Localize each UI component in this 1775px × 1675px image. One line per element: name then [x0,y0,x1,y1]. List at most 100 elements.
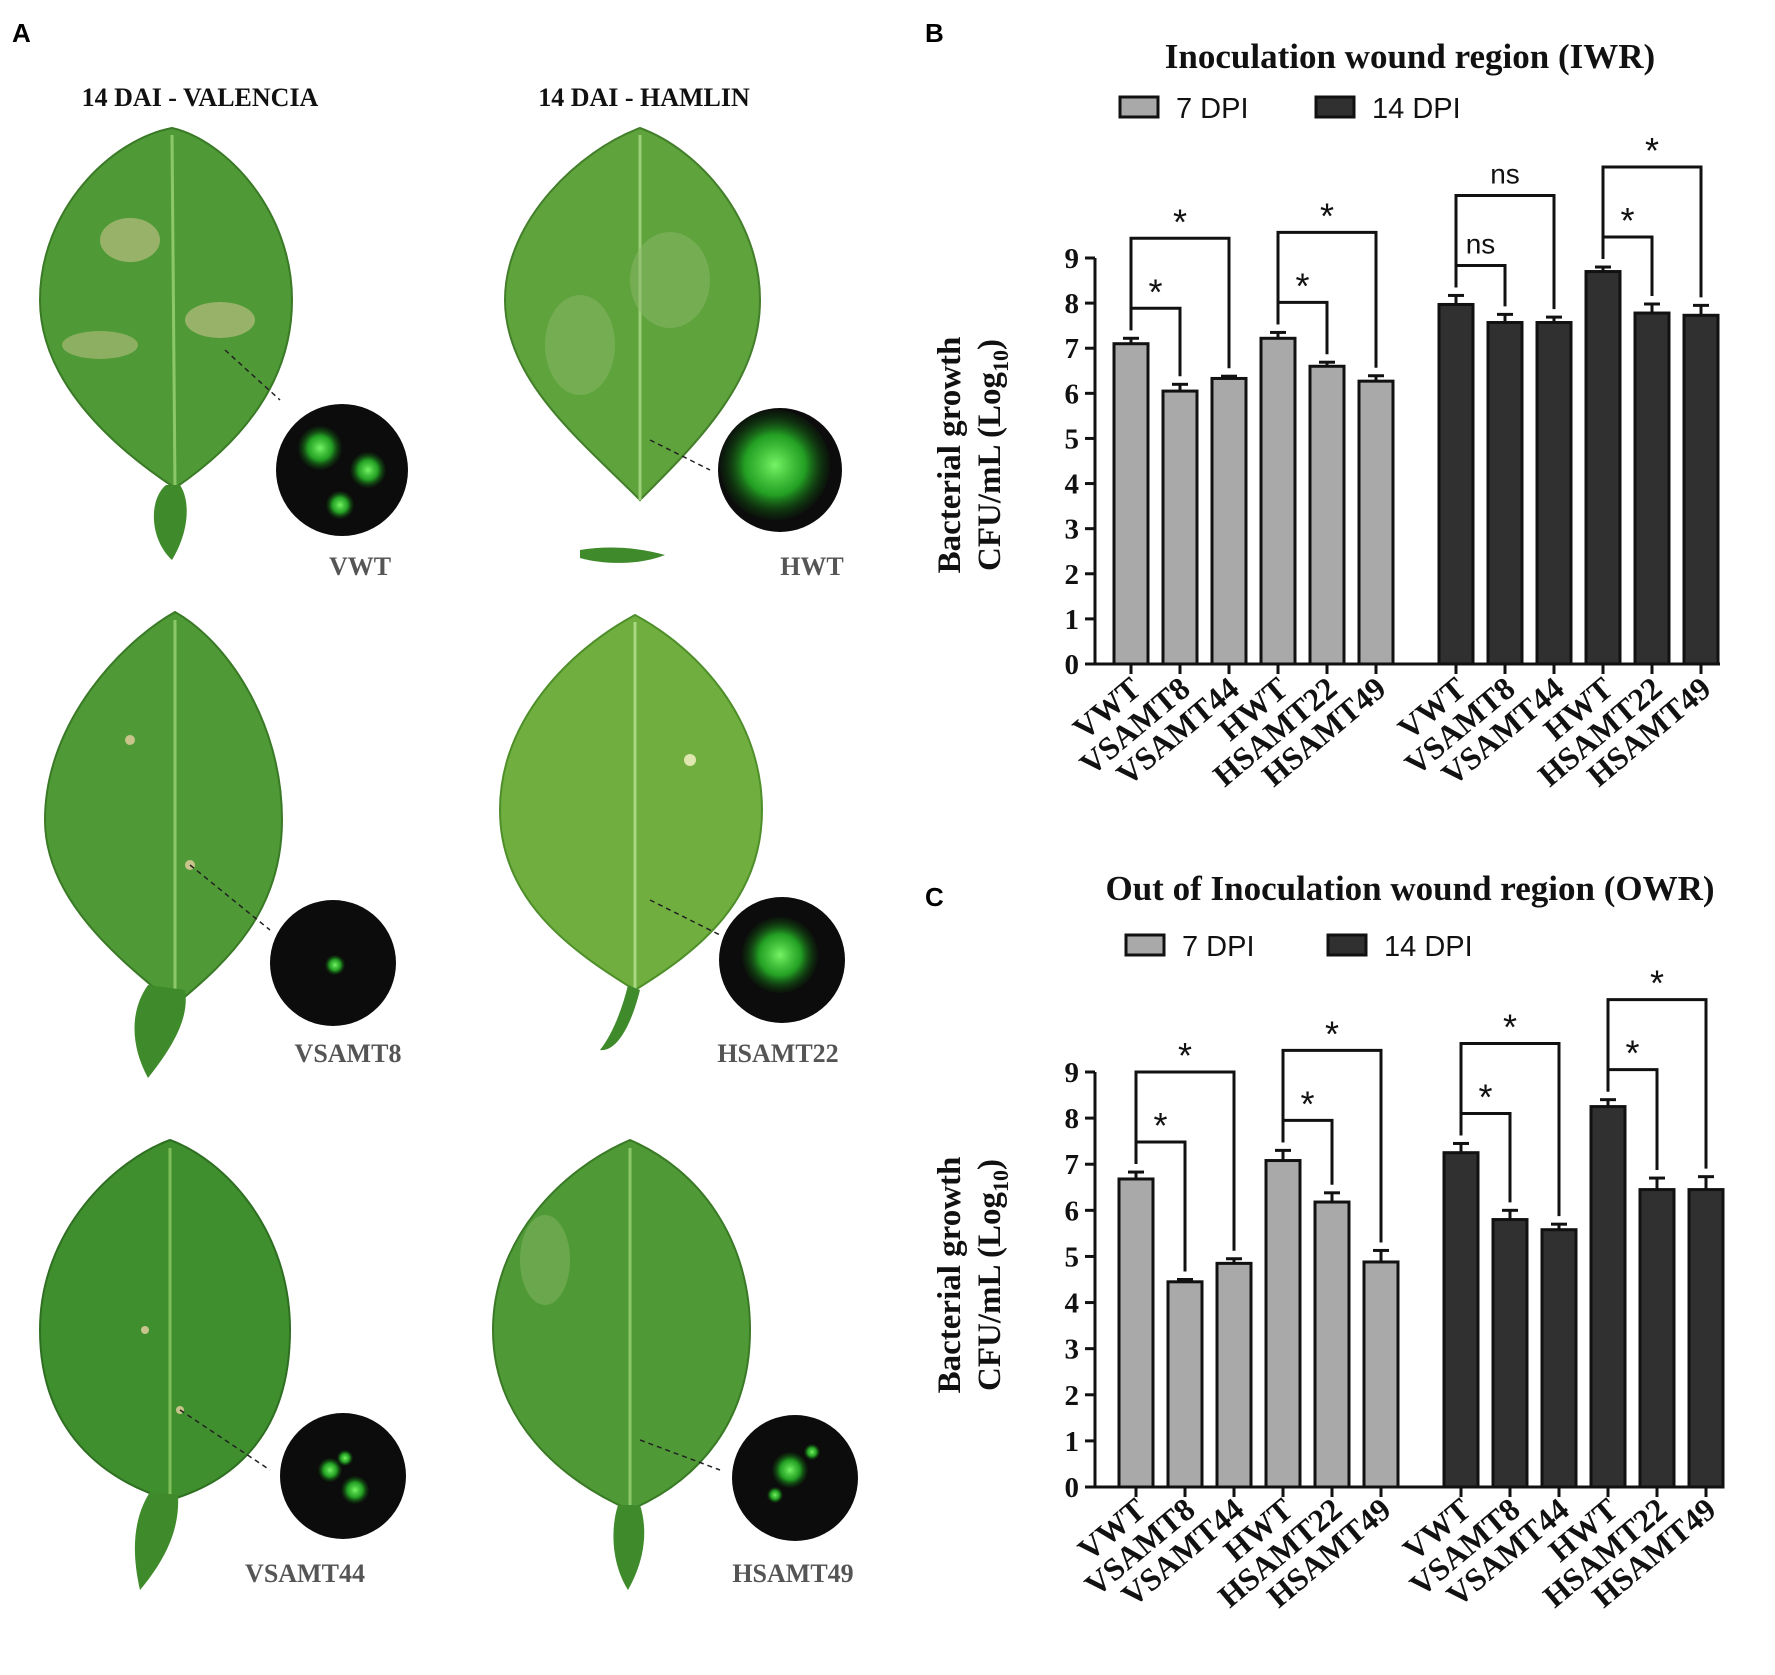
leaf-hsamt49-lesion [520,1215,570,1305]
leaf-hsamt49-label: HSAMT49 [732,1559,853,1588]
leaf-hsamt22-stalk [600,985,640,1051]
chart-title: Out of Inoculation wound region (OWR) [1105,869,1714,908]
bar-vsamt44-7dpi [1215,1261,1253,1489]
y-tick-label: 3 [1065,514,1080,546]
y-axis-label-line1: Bacterial growth [932,1157,968,1394]
leaf-hwt-stalk [580,547,665,563]
y-axis-label-close: ) [972,1159,1008,1170]
leaf-hwt-lesion [545,295,615,395]
y-axis-label-subscript: 10 [988,1170,1013,1192]
leaf-hsamt49: HSAMT49 [491,1138,858,1590]
leaf-vsamt44-blade [38,1138,292,1502]
legend-label: 7 DPI [1182,931,1255,963]
leaf-vsamt8: VSAMT8 [43,610,401,1078]
y-tick-label: 0 [1065,1472,1080,1504]
significance-label: * [1625,1033,1639,1074]
leaf-vsamt44-inset-gfp [337,1450,353,1466]
bar-hwt-14dpi [1584,270,1622,666]
bar-hsamt22-14dpi [1638,1188,1676,1489]
significance-bracket [1459,1041,1561,1217]
leaf-vwt-inset-gfp [326,491,354,519]
leaf-hwt: HWT [503,126,844,581]
y-tick-label: 7 [1065,1149,1080,1181]
y-tick-label: 9 [1065,243,1080,275]
y-tick-label: 5 [1065,1241,1080,1273]
leaf-vwt-inset-gfp [298,426,342,470]
legend-label: 14 DPI [1372,93,1461,125]
leaf-hwt-label: HWT [780,552,844,581]
significance-bracket [1606,998,1708,1169]
panel-a: A 14 DAI - VALENCIA 14 DAI - HAMLIN VWT [12,18,858,1590]
significance-label: * [1173,201,1187,242]
leaf-vsamt44-stalk [134,1492,179,1590]
leaf-vsamt44-spot [141,1326,149,1334]
panel-a-letter: A [12,18,31,48]
col-title-hamlin: 14 DAI - HAMLIN [538,83,750,112]
y-tick-label: 5 [1065,423,1080,455]
leaf-vwt: VWT [38,126,408,581]
significance-bracket [1276,230,1378,368]
y-axis-label-subscript: 10 [988,350,1013,372]
leaf-vsamt8-stalk [134,985,186,1078]
leaf-vwt-lesion [100,218,160,262]
leaf-vwt-blade [38,126,294,490]
y-axis-label-line2: CFU/mL (Log [972,372,1008,571]
bar-hsamt22-7dpi [1308,364,1346,666]
y-tick-label: 1 [1065,604,1080,636]
significance-label: * [1178,1035,1192,1076]
bar-vsamt44-14dpi [1535,321,1573,666]
panel-letter: B [925,18,944,48]
leaf-vsamt8-inset-gfp [325,955,345,975]
leaf-hwt-inset-gfp [720,410,830,520]
legend-swatch-7dpi [1118,95,1160,119]
leaf-vsamt8-pointer [189,864,271,931]
leaf-hwt-blade [503,126,762,502]
bar-hsamt49-7dpi [1357,379,1395,666]
significance-label: ns [1466,228,1496,259]
bar-hwt-7dpi [1259,336,1297,666]
leaf-hsamt49-inset-gfp [804,1444,820,1460]
y-tick-label: 0 [1065,649,1080,681]
leaf-hwt-pointer [649,439,711,471]
y-axis-label: Bacterial growth CFU/mL (Log10) [932,1157,1013,1394]
panel-letter: C [925,882,944,912]
significance-label: * [1148,271,1162,312]
leaf-vsamt44-label: VSAMT44 [245,1559,365,1588]
leaf-vsamt44-inset-gfp [341,1476,369,1504]
bar-vsamt44-7dpi [1210,376,1248,666]
y-tick-label: 2 [1065,559,1080,591]
significance-label: * [1300,1083,1314,1124]
bar-hsamt49-14dpi [1687,1188,1725,1489]
bar-hwt-14dpi [1589,1105,1627,1489]
leaf-vwt-label: VWT [329,552,391,581]
chart-title: Inoculation wound region (IWR) [1165,37,1655,76]
leaf-vwt-lesion [185,302,255,338]
y-axis-label-line1: Bacterial growth [932,337,968,574]
significance-bracket [1601,165,1703,298]
y-tick-label: 4 [1065,1288,1080,1320]
bar-hsamt22-14dpi [1633,311,1671,666]
y-tick-label: 9 [1065,1057,1080,1089]
significance-bracket [1454,193,1556,310]
y-axis-label-close: ) [972,339,1008,350]
leaf-hsamt49-inset-gfp [767,1487,783,1503]
significance-bracket [1454,263,1507,307]
y-axis-label: Bacterial growth CFU/mL (Log10) [932,337,1013,574]
y-tick-label: 7 [1065,333,1080,365]
significance-label: * [1325,1013,1339,1054]
bar-vsamt44-14dpi [1540,1228,1578,1489]
leaf-vsamt44-inset-gfp [318,1458,342,1482]
leaf-hsamt49-stalk [613,1505,645,1590]
y-tick-label: 2 [1065,1380,1080,1412]
legend-label: 14 DPI [1384,931,1473,963]
y-tick-label: 1 [1065,1426,1080,1458]
leaf-vwt-pointer [224,349,281,401]
leaf-vwt-lesion [62,331,138,359]
y-tick-label: 6 [1065,1195,1080,1227]
leaf-hsamt22-pointer [649,899,721,936]
bar-vsamt8-14dpi [1491,1218,1529,1489]
bar-vwt-7dpi [1112,342,1150,666]
bar-hsamt49-14dpi [1682,313,1720,666]
leaf-vsamt8-spot [125,735,135,745]
